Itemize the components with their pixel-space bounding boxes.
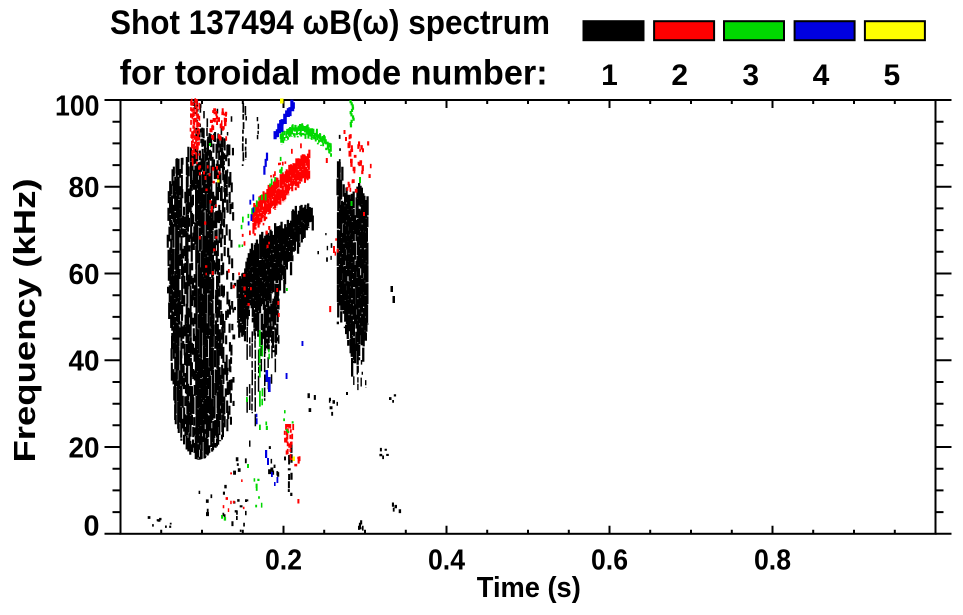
svg-text:60: 60 [69,259,100,291]
svg-text:Shot 137494 ωB(ω) spectrum: Shot 137494 ωB(ω) spectrum [110,4,550,42]
svg-text:0.2: 0.2 [265,544,302,576]
svg-text:40: 40 [69,346,100,378]
svg-text:1: 1 [601,59,618,92]
svg-text:0: 0 [84,510,100,542]
svg-text:80: 80 [69,172,100,204]
svg-text:100: 100 [55,91,100,123]
svg-text:for toroidal mode number:: for toroidal mode number: [120,53,548,92]
svg-text:0.4: 0.4 [428,544,465,576]
svg-text:4: 4 [813,59,830,92]
svg-text:5: 5 [884,59,901,92]
svg-text:0.6: 0.6 [591,544,628,576]
svg-text:Time (s): Time (s) [477,572,581,604]
svg-text:0.8: 0.8 [754,544,791,576]
svg-text:2: 2 [671,59,688,92]
svg-text:3: 3 [742,59,759,92]
svg-text:20: 20 [69,432,100,464]
svg-text:Frequency (kHz): Frequency (kHz) [7,179,42,463]
